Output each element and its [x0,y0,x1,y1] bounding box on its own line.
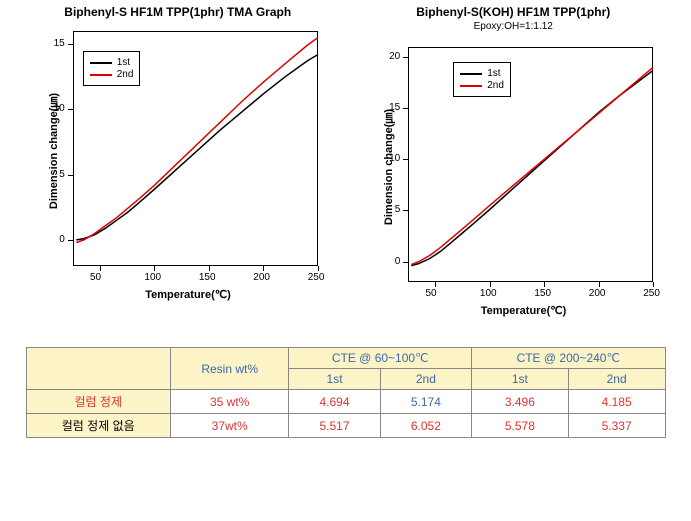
cell-c1_1: 5.517 [289,414,380,438]
cell-resin: 37wt% [170,414,288,438]
cell-c1_1: 4.694 [289,390,380,414]
th-cte2: CTE @ 200~240℃ [472,348,665,369]
chart-right: Biphenyl-S(KOH) HF1M TPP(1phr) Epoxy:OH=… [356,5,672,327]
th-cte1-2nd: 2nd [380,369,471,390]
th-empty [26,348,170,390]
series-1st [412,71,654,266]
legend-row: 1st [460,68,504,79]
legend-line-icon [460,73,482,75]
chart-left: Biphenyl-S HF1M TPP(1phr) TMA Graph 5010… [20,5,336,327]
cell-c2_1: 5.578 [472,414,569,438]
legend-line-icon [460,85,482,87]
legend-line-icon [90,62,112,64]
legend-line-icon [90,74,112,76]
cell-c2_2: 4.185 [568,390,665,414]
row-label: 컬럼 정제 없음 [26,414,170,438]
charts-row: Biphenyl-S HF1M TPP(1phr) TMA Graph 5010… [0,0,691,337]
chart-right-title: Biphenyl-S(KOH) HF1M TPP(1phr) [356,5,672,19]
chart-left-title: Biphenyl-S HF1M TPP(1phr) TMA Graph [20,5,336,19]
legend-row: 1st [90,57,134,68]
th-cte2-1st: 1st [472,369,569,390]
cell-c2_2: 5.337 [568,414,665,438]
row-label: 컬럼 정제 [26,390,170,414]
cte-table: Resin wt% CTE @ 60~100℃ CTE @ 200~240℃ 1… [26,347,666,438]
table-row: 컬럼 정제35 wt%4.6945.1743.4964.185 [26,390,665,414]
legend-row: 2nd [90,69,134,80]
legend: 1st2nd [453,62,511,97]
chart-right-area: 5010015020025005101520Dimension change(㎛… [363,37,663,327]
legend-label: 2nd [487,80,504,91]
chart-left-area: 50100150200250051015Dimension change(㎛)T… [28,21,328,311]
legend-label: 1st [117,57,130,68]
legend: 1st2nd [83,51,141,86]
legend-label: 2nd [117,69,134,80]
cell-c2_1: 3.496 [472,390,569,414]
cell-c1_2: 6.052 [380,414,471,438]
th-cte1: CTE @ 60~100℃ [289,348,472,369]
legend-label: 1st [487,68,500,79]
legend-row: 2nd [460,80,504,91]
th-cte2-2nd: 2nd [568,369,665,390]
chart-right-subtitle: Epoxy:OH=1:1.12 [356,21,672,32]
cell-c1_2: 5.174 [380,390,471,414]
th-resin: Resin wt% [170,348,288,390]
table-row: 컬럼 정제 없음37wt%5.5176.0525.5785.337 [26,414,665,438]
cell-resin: 35 wt% [170,390,288,414]
th-cte1-1st: 1st [289,369,380,390]
